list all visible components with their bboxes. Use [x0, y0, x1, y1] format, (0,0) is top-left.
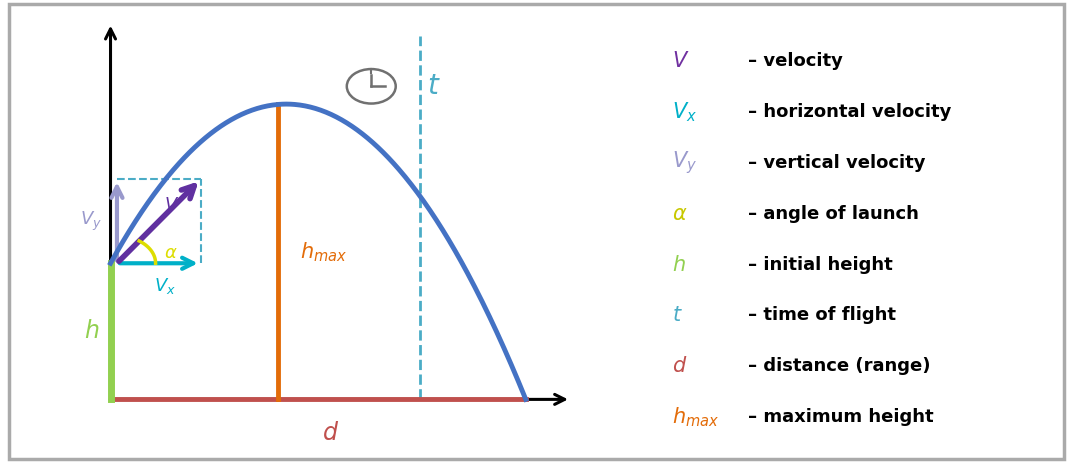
Text: $h$: $h$	[84, 319, 99, 344]
Text: $d$: $d$	[672, 356, 688, 376]
Text: – angle of launch: – angle of launch	[749, 205, 920, 223]
Text: – vertical velocity: – vertical velocity	[749, 154, 926, 172]
Text: $t$: $t$	[427, 73, 441, 100]
Text: $h$: $h$	[672, 255, 686, 275]
Text: $h_{max}$: $h_{max}$	[300, 240, 348, 264]
Text: $\alpha$: $\alpha$	[164, 244, 177, 262]
Text: $V$: $V$	[164, 196, 179, 214]
Text: $V$: $V$	[672, 51, 690, 71]
Text: $\alpha$: $\alpha$	[672, 204, 688, 224]
Text: – time of flight: – time of flight	[749, 307, 896, 325]
Text: $V_x$: $V_x$	[155, 276, 176, 296]
Text: $V_y$: $V_y$	[80, 210, 102, 233]
Text: $t$: $t$	[672, 306, 682, 325]
Text: – velocity: – velocity	[749, 52, 843, 70]
Text: – initial height: – initial height	[749, 256, 893, 274]
Text: – horizontal velocity: – horizontal velocity	[749, 103, 952, 121]
Text: – distance (range): – distance (range)	[749, 357, 931, 375]
Text: – maximum height: – maximum height	[749, 408, 934, 426]
Text: $h_{max}$: $h_{max}$	[672, 405, 719, 429]
Text: $V_y$: $V_y$	[672, 150, 697, 176]
Text: $d$: $d$	[323, 421, 339, 445]
Text: $V_x$: $V_x$	[672, 100, 697, 124]
